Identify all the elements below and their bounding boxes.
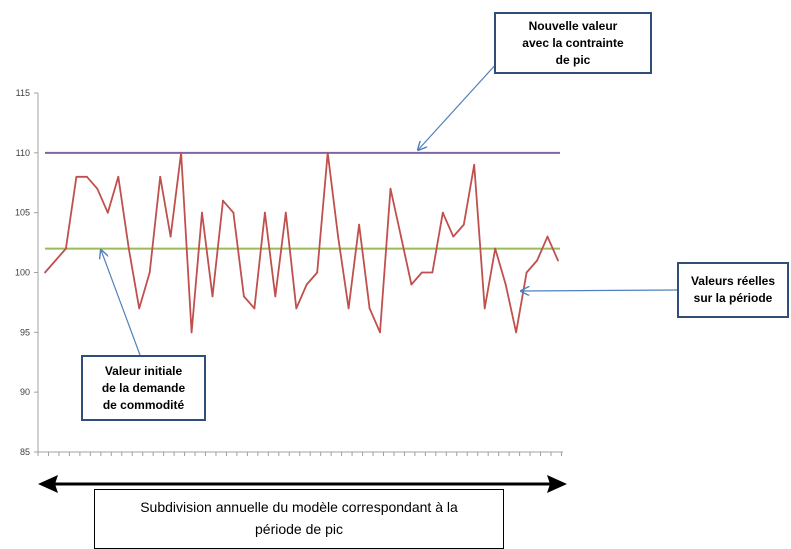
data-point [473, 163, 476, 166]
data-point [546, 235, 549, 238]
data-point [253, 307, 256, 310]
data-point [75, 175, 78, 178]
data-point [117, 175, 120, 178]
data-point [326, 151, 329, 154]
period-arrow-left-head [38, 475, 58, 493]
data-point [525, 271, 528, 274]
data-point [389, 187, 392, 190]
real-values-line-2: sur la période [693, 291, 773, 305]
data-point [452, 235, 455, 238]
period-arrow-right-head [547, 475, 567, 493]
y-tick-label: 105 [15, 208, 30, 218]
y-tick-label: 95 [20, 327, 30, 337]
initial-value-line-2: de la demande [101, 381, 186, 395]
data-point [222, 199, 224, 202]
data-point [232, 211, 235, 214]
data-point [263, 211, 266, 214]
data-point [138, 307, 141, 310]
data-point [305, 283, 308, 286]
data-point [379, 331, 381, 334]
period-line-1: Subdivision annuelle du modèle correspon… [140, 499, 458, 515]
series-line [44, 151, 559, 334]
data-point [536, 259, 538, 262]
new-value-line-1: Nouvelle valeur [528, 19, 618, 33]
data-point [494, 247, 497, 250]
initial-value-line-3: de commodité [102, 398, 185, 412]
period-label-box: Subdivision annuelle du modèle correspon… [94, 489, 504, 549]
data-point [347, 307, 350, 310]
data-point [65, 247, 67, 250]
data-point [462, 223, 465, 226]
data-point [211, 295, 214, 298]
data-series [44, 151, 559, 334]
real-values-callout: Valeurs réelles sur la période [677, 262, 789, 318]
y-tick-label: 100 [15, 268, 30, 278]
data-point [148, 271, 151, 274]
initial-value-line-1: Valeur initiale [104, 364, 183, 378]
data-point [169, 235, 172, 238]
y-tick-label: 85 [20, 447, 30, 457]
new-value-line-2: avec la contrainte [522, 36, 624, 50]
data-point [431, 271, 434, 274]
data-point [274, 295, 277, 298]
data-point [295, 307, 298, 310]
new-value-line-3: de pic [555, 53, 591, 67]
real-values-line-1: Valeurs réelles [690, 274, 776, 288]
data-point [106, 211, 109, 214]
data-point [127, 247, 130, 250]
chart-axes: 85 90 95 100 105 110 115 [15, 88, 563, 457]
data-point [368, 307, 371, 310]
data-point [483, 307, 486, 310]
data-point [400, 235, 402, 238]
data-point [557, 259, 559, 262]
data-point [316, 271, 319, 274]
new-value-callout: Nouvelle valeur avec la contrainte de pi… [494, 12, 652, 74]
data-point [96, 187, 99, 190]
data-point [358, 223, 360, 226]
reference-lines [45, 151, 560, 250]
data-point [85, 175, 88, 178]
data-point [515, 331, 518, 334]
data-point [54, 259, 57, 262]
period-line-2: période de pic [255, 521, 343, 537]
data-point [284, 211, 287, 214]
real-values-arrow [521, 290, 678, 291]
y-tick-label: 110 [16, 148, 30, 158]
initial-value-callout: Valeur initiale de la demande de commodi… [81, 355, 206, 421]
data-point [243, 295, 245, 298]
data-point [337, 235, 340, 238]
initial-value-arrow [101, 250, 141, 356]
data-point [180, 151, 183, 154]
data-point [44, 271, 46, 274]
data-point [201, 211, 203, 214]
data-point [410, 283, 413, 286]
period-double-arrow [38, 475, 567, 493]
data-point [190, 331, 193, 334]
y-tick-label: 90 [20, 387, 30, 397]
data-point [504, 283, 507, 286]
data-point [441, 211, 444, 214]
data-point [420, 271, 423, 274]
data-point [159, 175, 162, 178]
y-tick-label: 115 [16, 88, 30, 98]
